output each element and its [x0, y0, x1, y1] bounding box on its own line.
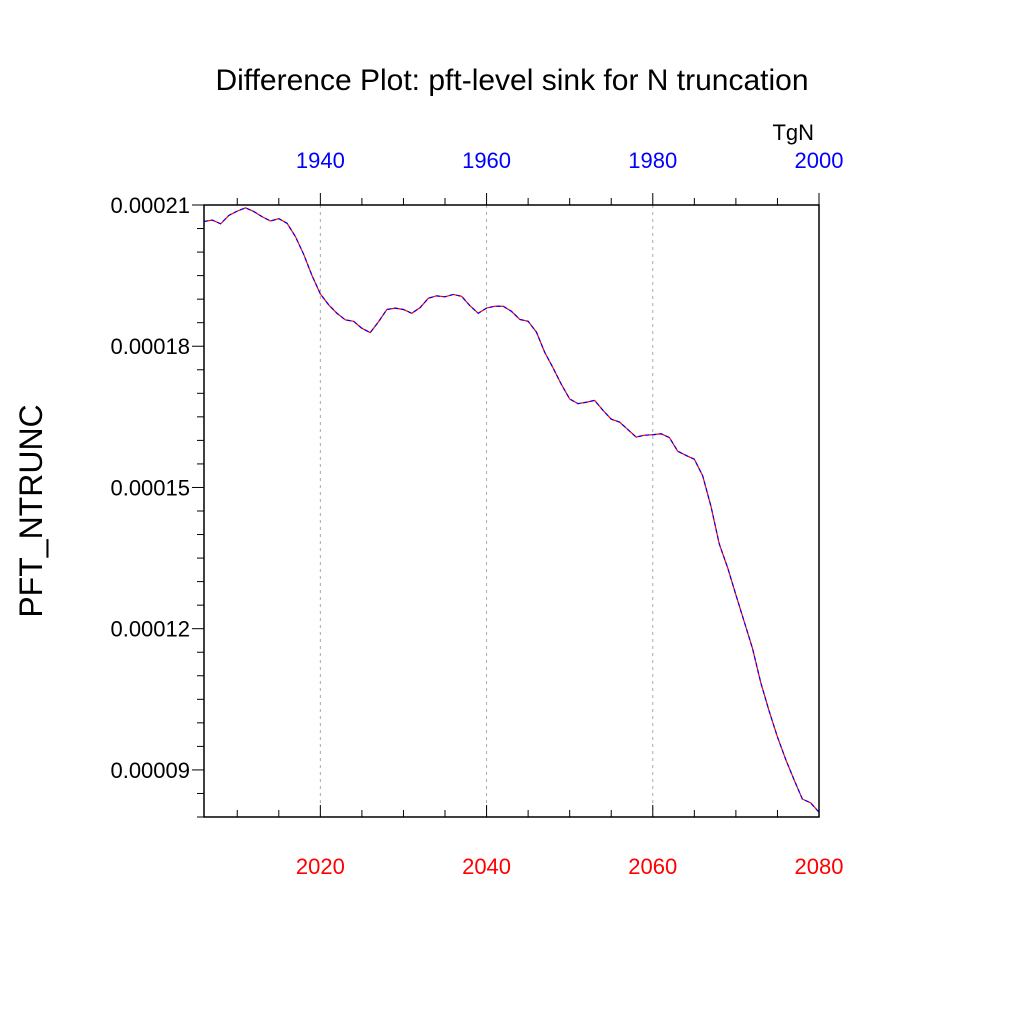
x-tick-label-bottom: 2080: [795, 854, 844, 879]
plot-frame: [204, 205, 819, 817]
y-tick-label: 0.00009: [110, 758, 190, 783]
y-tick-label: 0.00018: [110, 334, 190, 359]
chart-title: Difference Plot: pft-level sink for N tr…: [215, 64, 808, 97]
x-tick-label-top: 1980: [628, 148, 677, 173]
x-tick-label-top: 1940: [296, 148, 345, 173]
series-line-1: [204, 208, 819, 812]
x-tick-label-bottom: 2020: [296, 854, 345, 879]
y-tick-label: 0.00015: [110, 475, 190, 500]
y-tick-label: 0.00021: [110, 193, 190, 218]
x-tick-label-top: 1960: [462, 148, 511, 173]
y-tick-label: 0.00012: [110, 617, 190, 642]
units-label: TgN: [772, 120, 814, 145]
series-layer: [204, 208, 819, 812]
ticks-layer: [192, 193, 819, 817]
y-axis-label: PFT_NTRUNC: [13, 404, 49, 617]
x-tick-label-top: 2000: [795, 148, 844, 173]
x-tick-label-bottom: 2040: [462, 854, 511, 879]
x-tick-label-bottom: 2060: [628, 854, 677, 879]
series-line-2: [204, 208, 819, 812]
labels-layer: 0.00009 0.00012 0.00015 0.00018 0.00021 2020 2…: [110, 148, 843, 879]
grid-layer: [320, 205, 652, 817]
